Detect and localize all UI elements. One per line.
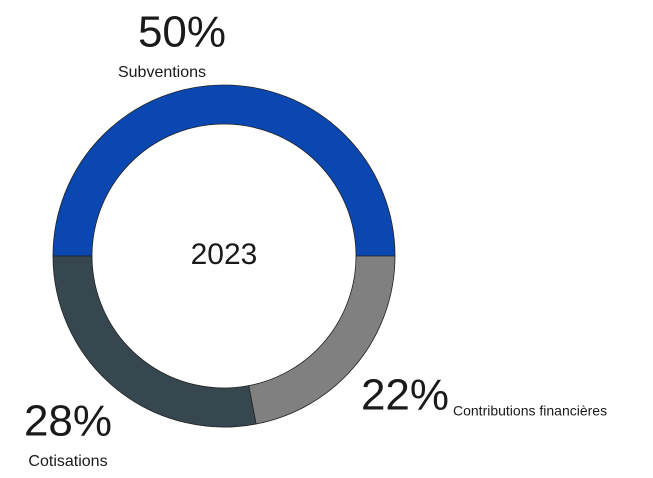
value-label: 50% xyxy=(138,8,226,57)
center-label: 2023 xyxy=(191,238,258,271)
category-label: Cotisations xyxy=(28,453,107,470)
donut-segment xyxy=(52,255,257,428)
value-label: 28% xyxy=(24,397,112,446)
category-label: Subventions xyxy=(118,64,206,81)
category-label: Contributions financières xyxy=(453,403,607,419)
donut-segment xyxy=(52,84,396,257)
value-label: 22% xyxy=(361,371,449,420)
